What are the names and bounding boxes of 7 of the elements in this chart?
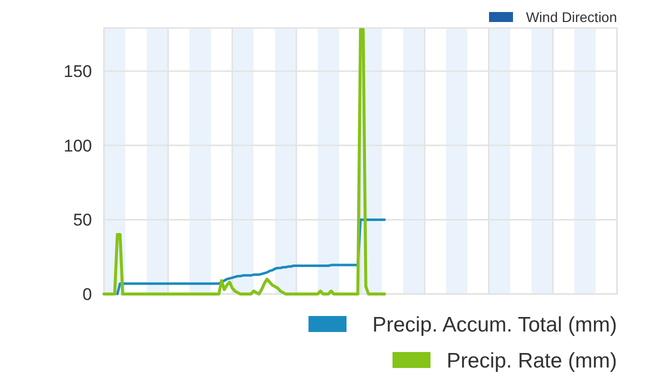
legend-label: Wind Direction [526, 8, 617, 25]
y-tick-label: 150 [64, 62, 92, 82]
y-tick-label: 50 [73, 210, 92, 230]
legend-label: Precip. Rate (mm) [446, 349, 617, 372]
y-tick-label: 0 [82, 284, 92, 304]
legend-label: Precip. Accum. Total (mm) [372, 313, 617, 336]
y-tick-label: 100 [64, 136, 92, 156]
